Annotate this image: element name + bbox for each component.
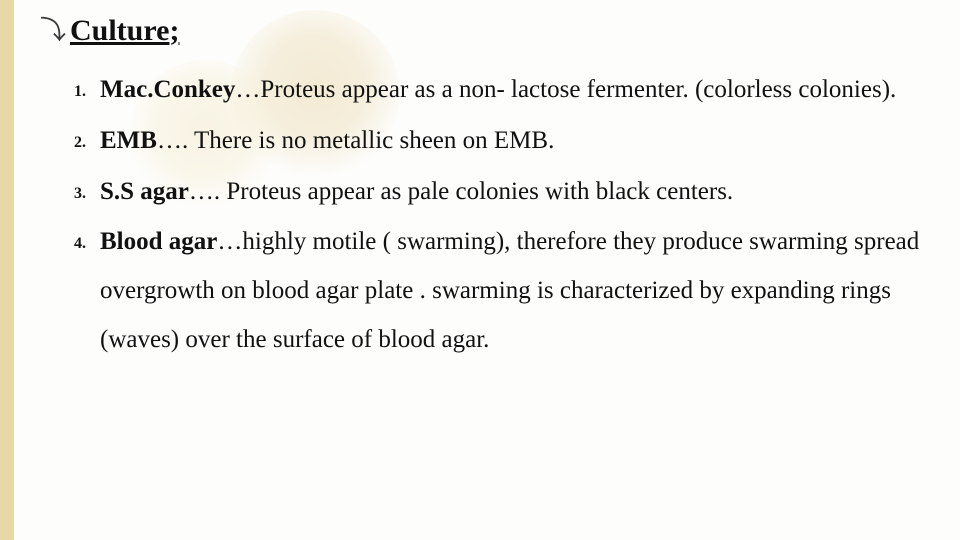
item-rest: …Proteus appear as a non- lactose fermen…: [235, 76, 896, 103]
item-rest: …highly motile ( swarming), therefore th…: [100, 228, 919, 353]
list-item: Mac.Conkey…Proteus appear as a non- lact…: [74, 66, 920, 115]
list-item: EMB…. There is no metallic sheen on EMB.: [74, 117, 920, 166]
culture-list: Mac.Conkey…Proteus appear as a non- lact…: [74, 66, 920, 365]
list-item: Blood agar…highly motile ( swarming), th…: [74, 218, 920, 364]
heading-bullet-icon: ⤵: [40, 18, 70, 44]
slide-heading: Culture;: [70, 14, 179, 48]
list-item: S.S agar…. Proteus appear as pale coloni…: [74, 168, 920, 217]
item-lead: Blood agar: [100, 228, 217, 255]
heading-suffix: ;: [169, 14, 179, 47]
item-rest: …. There is no metallic sheen on EMB.: [157, 127, 554, 154]
slide-content: ⤵ Culture; Mac.Conkey…Proteus appear as …: [0, 0, 960, 387]
heading-text: Culture: [70, 14, 169, 47]
item-lead: EMB: [100, 127, 157, 154]
item-lead: S.S agar: [100, 178, 189, 205]
heading-row: ⤵ Culture;: [40, 14, 920, 48]
item-lead: Mac.Conkey: [100, 76, 235, 103]
item-rest: …. Proteus appear as pale colonies with …: [189, 178, 733, 205]
